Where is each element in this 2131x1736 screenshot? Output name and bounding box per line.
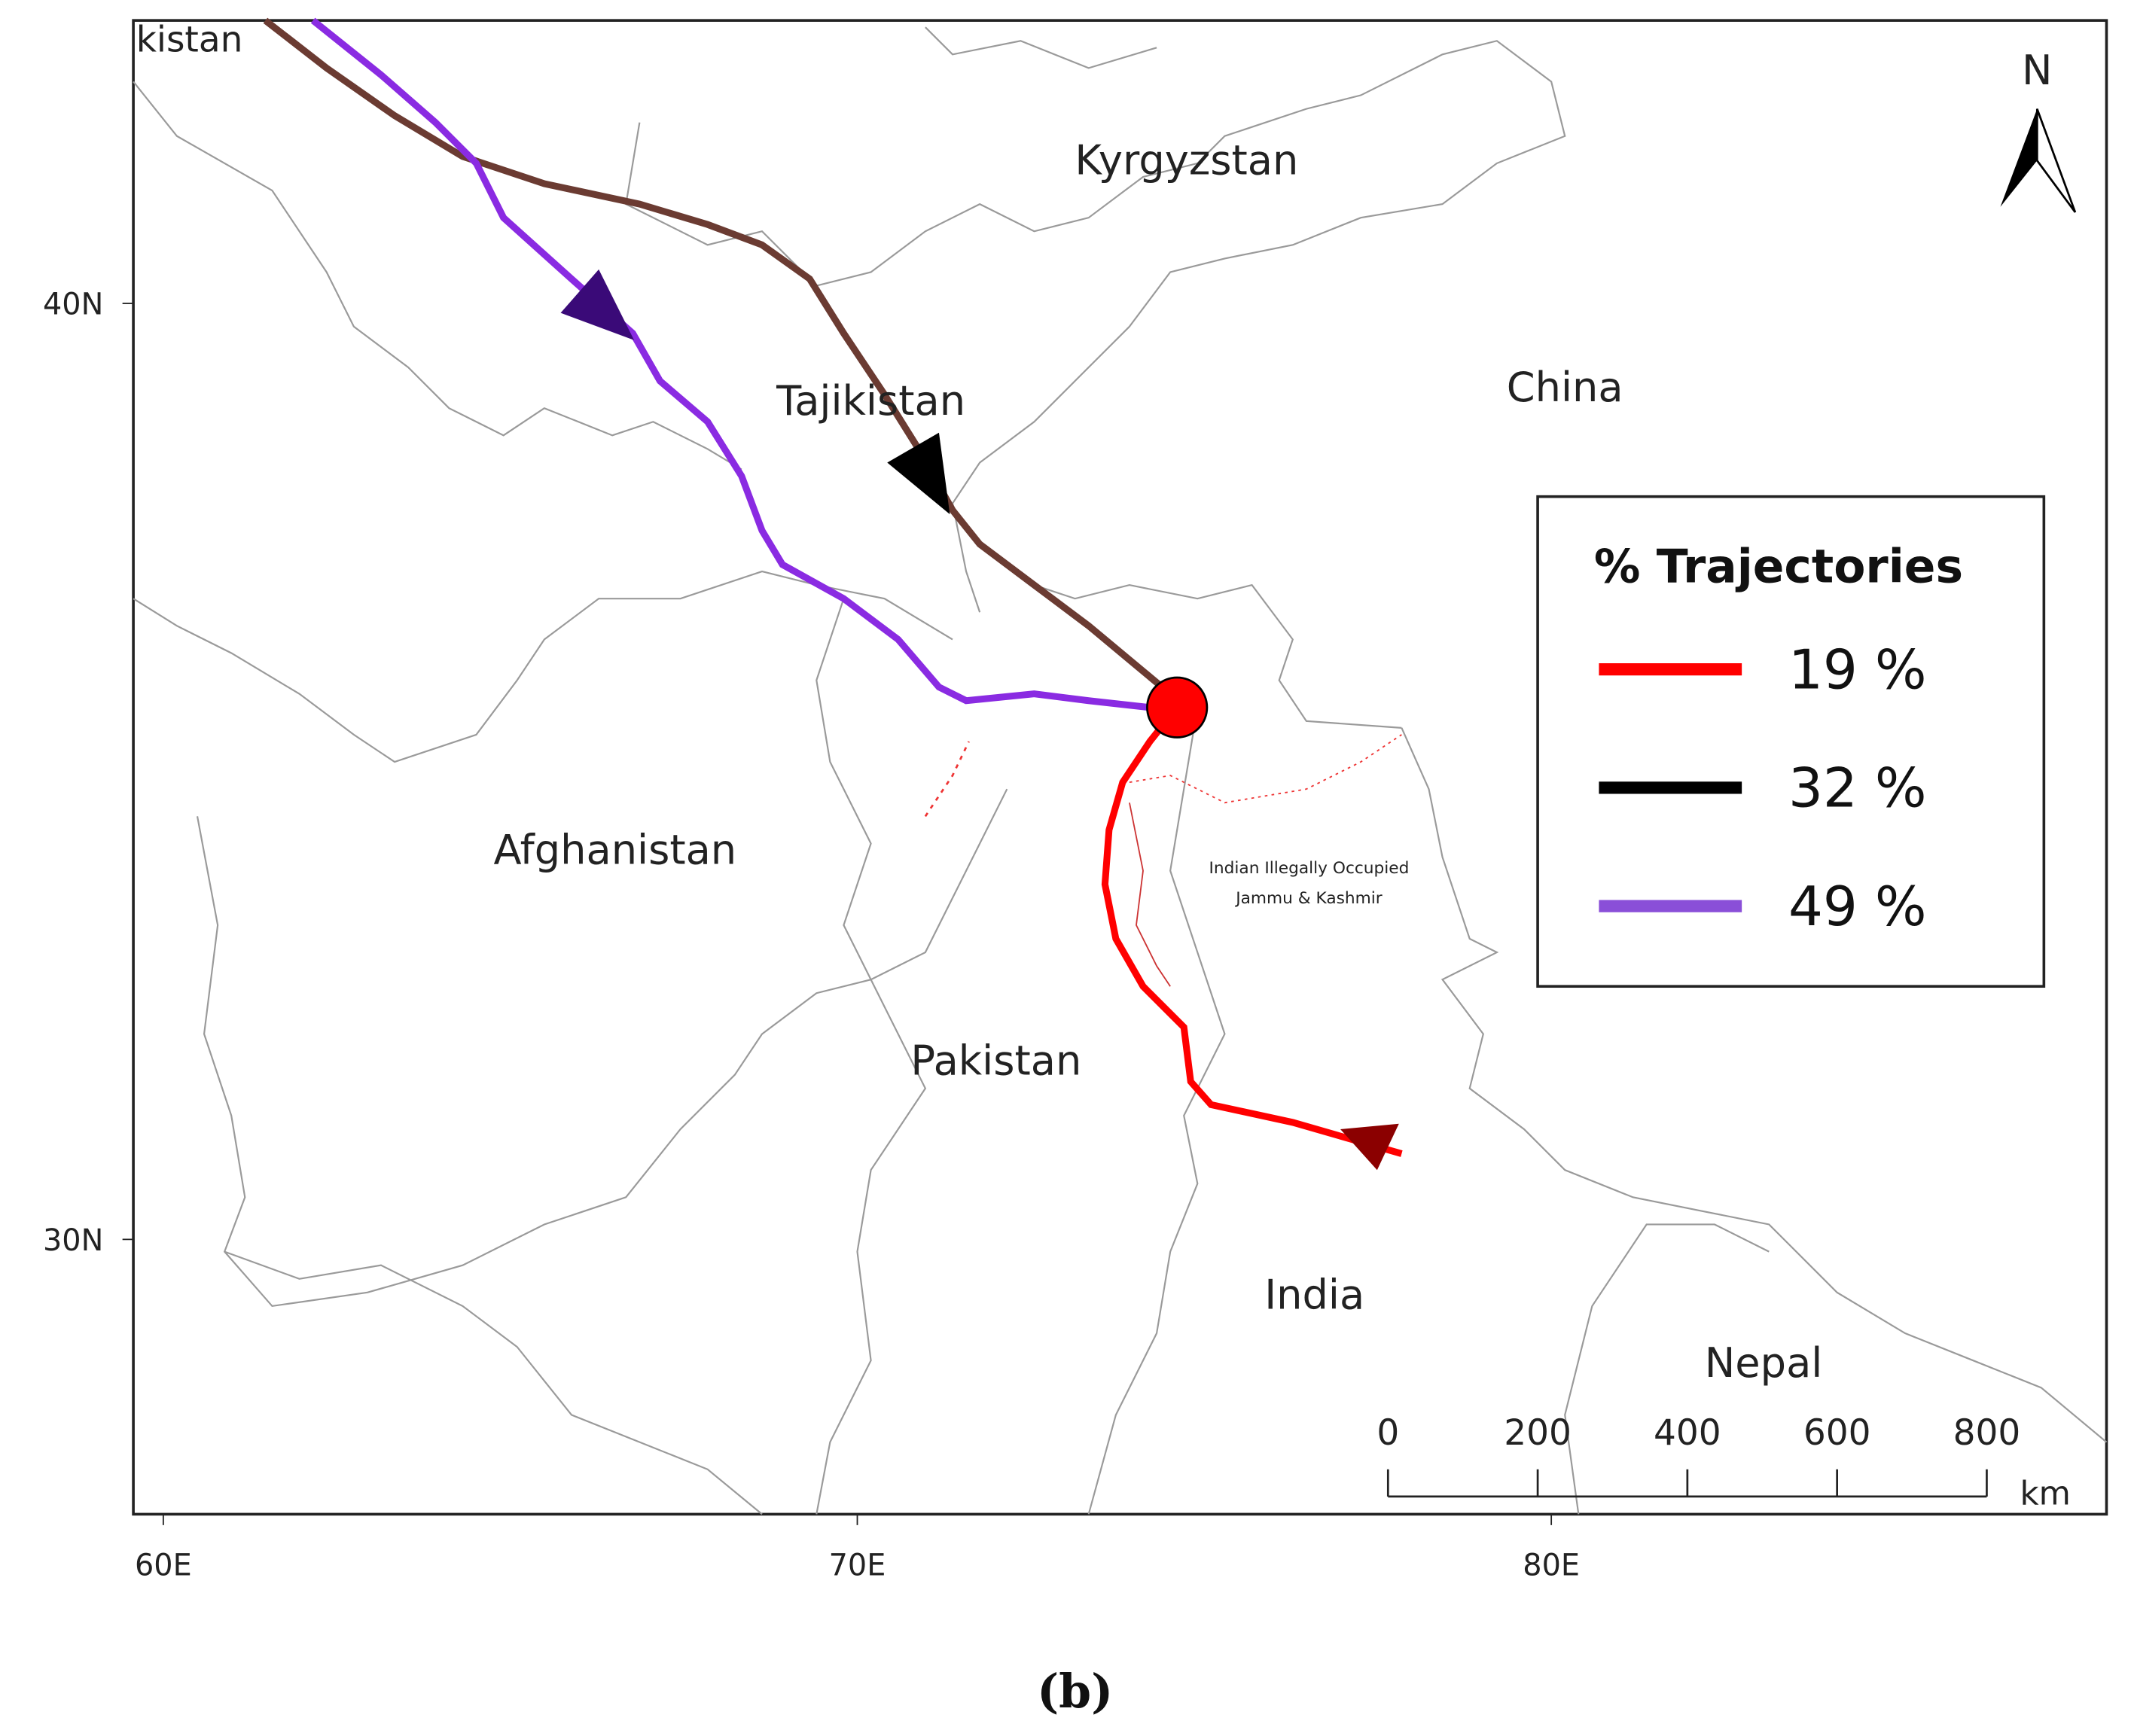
country-label: Nepal — [1705, 1339, 1823, 1387]
trajectory-red — [1101, 705, 1403, 1157]
scale-unit: km — [2020, 1476, 2070, 1513]
north-label: N — [2022, 47, 2053, 94]
north-arrow: N — [2000, 47, 2077, 213]
trajectory-purple — [310, 17, 1151, 711]
lon-tick-label: 70E — [829, 1549, 886, 1583]
trajectory-black — [263, 17, 1173, 697]
legend: % Trajectories 19 % 32 % 49 % — [1536, 495, 2046, 988]
lat-tick-label: 30N — [43, 1223, 103, 1258]
scale-bar: 0 200 400 600 800 km — [1376, 1412, 2070, 1513]
country-label: China — [1507, 364, 1623, 411]
arrow-red — [1340, 1123, 1399, 1171]
region-label: Indian Illegally Occupied — [1209, 859, 1410, 878]
scale-ticks: 0 200 400 600 800 — [1376, 1412, 2020, 1497]
scale-tick-label: 200 — [1504, 1412, 1572, 1454]
country-label: India — [1264, 1272, 1364, 1319]
receptor-site — [1146, 676, 1209, 739]
legend-title: % Trajectories — [1594, 540, 1963, 593]
country-label: Tajikistan — [776, 377, 965, 425]
scale-tick-label: 800 — [1953, 1412, 2021, 1454]
lon-tick-label: 60E — [135, 1549, 192, 1583]
country-label: Kyrgyzstan — [1075, 136, 1298, 184]
country-label: Pakistan — [910, 1037, 1081, 1085]
lat-tick-label: 40N — [43, 287, 103, 321]
scale-tick-label: 400 — [1654, 1412, 1721, 1454]
trajectories — [263, 17, 1403, 1171]
axes: 40N 30N 60E 70E 80E — [43, 287, 1580, 1582]
legend-label: 49 % — [1788, 876, 1927, 939]
lon-tick-label: 80E — [1523, 1549, 1580, 1583]
scale-tick-label: 600 — [1803, 1412, 1871, 1454]
legend-label: 32 % — [1788, 757, 1927, 821]
legend-label: 19 % — [1788, 638, 1927, 702]
caption: (b) — [1037, 1664, 1113, 1719]
region-label: Jammu & Kashmir — [1234, 889, 1383, 908]
partial-country-label: kistan — [136, 20, 243, 61]
borders — [133, 26, 2108, 1515]
arrow-purple — [560, 269, 635, 340]
country-label: Afghanistan — [493, 827, 736, 874]
scale-tick-label: 0 — [1376, 1412, 1399, 1454]
legend-items: 19 % 32 % 49 % — [1599, 638, 1927, 939]
arrow-black — [887, 432, 950, 515]
